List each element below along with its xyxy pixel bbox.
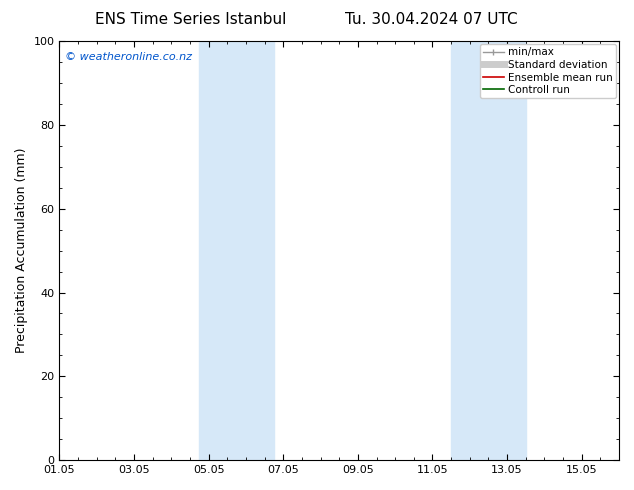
Bar: [199, 41, 274, 460]
Y-axis label: Precipitation Accumulation (mm): Precipitation Accumulation (mm): [15, 148, 28, 353]
Text: ENS Time Series Istanbul: ENS Time Series Istanbul: [94, 12, 286, 27]
Bar: [451, 41, 526, 460]
Text: Tu. 30.04.2024 07 UTC: Tu. 30.04.2024 07 UTC: [345, 12, 517, 27]
Legend: min/max, Standard deviation, Ensemble mean run, Controll run: min/max, Standard deviation, Ensemble me…: [480, 44, 616, 98]
Text: © weatheronline.co.nz: © weatheronline.co.nz: [65, 51, 192, 62]
